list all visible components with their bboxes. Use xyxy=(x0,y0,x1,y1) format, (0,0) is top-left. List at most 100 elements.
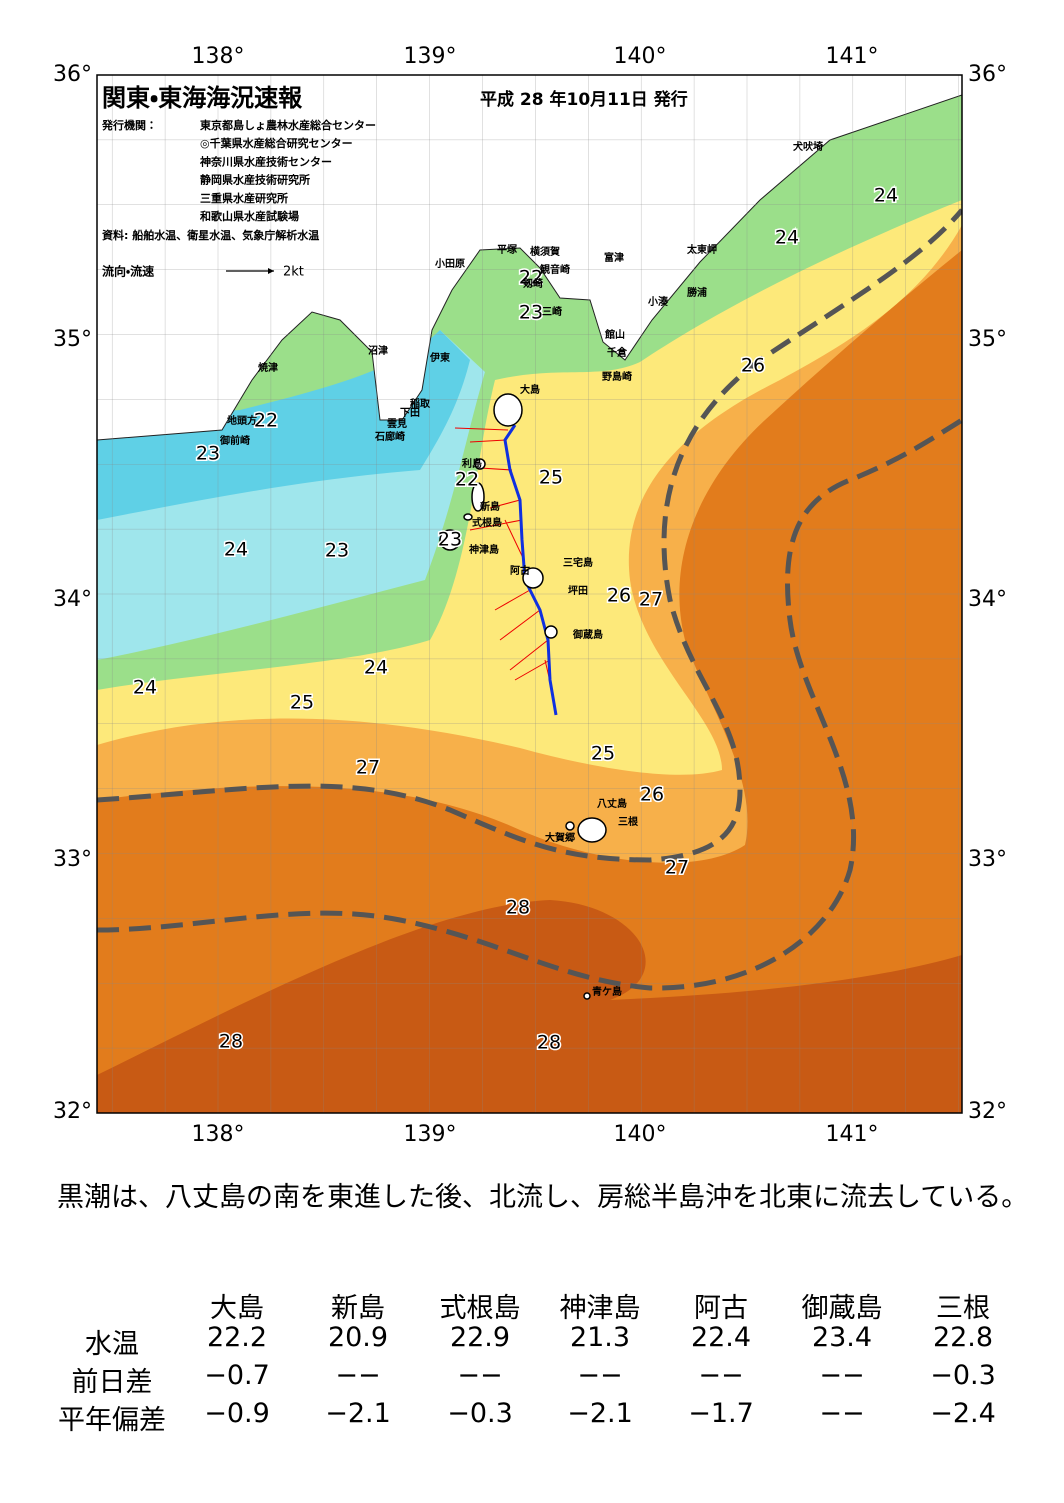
cell: −2.4 xyxy=(930,1398,996,1429)
zone-28 xyxy=(97,900,962,1113)
contour-label: 24 xyxy=(775,227,799,249)
cell: 22.4 xyxy=(690,1322,752,1353)
contour-label: 22 xyxy=(455,469,479,491)
issuer: ◎千葉県水産総合研究センター xyxy=(200,136,353,150)
place-name: 神津島 xyxy=(468,543,499,556)
sources: 資料: 船舶水温、衛星水温、気象庁解析水温 xyxy=(102,228,319,242)
cell: −2.1 xyxy=(567,1398,633,1429)
contour-label: 25 xyxy=(591,743,615,765)
contour-label: 24 xyxy=(224,539,248,561)
place-name: 雲見 xyxy=(387,418,407,430)
lon-label: 139° xyxy=(404,44,457,69)
place-name: 阿古 xyxy=(510,564,530,577)
lon-label: 141° xyxy=(826,44,879,69)
lat-label: 34° xyxy=(968,587,1007,612)
islands xyxy=(439,393,607,1000)
cell: −− xyxy=(819,1398,865,1429)
column-header: 新島 xyxy=(331,1293,385,1324)
place-name: 小湊 xyxy=(647,295,669,308)
contour-label: 23 xyxy=(196,443,220,465)
lat-label: 35° xyxy=(53,327,92,352)
lat-label: 33° xyxy=(53,847,92,872)
place-name: 千倉 xyxy=(607,346,628,359)
row-label: 前日差 xyxy=(71,1367,153,1398)
issue-date: 平成 28 年10月11日 発行 xyxy=(480,89,688,110)
lat-label: 34° xyxy=(53,587,92,612)
issuer: 神奈川県水産技術センター xyxy=(199,154,332,168)
place-name: 石廊崎 xyxy=(374,430,405,443)
place-name: 大島 xyxy=(520,383,540,396)
place-name: 太東岬 xyxy=(686,243,717,256)
lat-label: 36° xyxy=(53,62,92,87)
current-vectors xyxy=(454,427,553,691)
place-name: 沼津 xyxy=(368,344,388,357)
lon-label: 139° xyxy=(404,1122,457,1147)
cell: 22.8 xyxy=(932,1322,994,1353)
contour-label: 25 xyxy=(290,692,314,714)
place-name: 館山 xyxy=(604,328,625,341)
contour-label: 26 xyxy=(741,355,765,377)
place-name: 新島 xyxy=(479,500,500,513)
kuroshio-axis xyxy=(97,208,962,863)
place-name: 三崎 xyxy=(542,305,562,318)
place-name: 犬吠埼 xyxy=(793,140,823,153)
cell: −− xyxy=(698,1360,744,1391)
column-header: 御蔵島 xyxy=(801,1293,883,1324)
lon-label: 140° xyxy=(614,1122,667,1147)
cell: −− xyxy=(457,1360,503,1391)
contour-label: 24 xyxy=(133,677,157,699)
lon-label: 140° xyxy=(614,44,667,69)
place-name: 富津 xyxy=(604,251,624,264)
temperature-zones xyxy=(97,75,962,1113)
map-frame xyxy=(96,74,963,1114)
contour-label: 26 xyxy=(607,585,631,607)
contour-label: 28 xyxy=(219,1031,243,1053)
place-name: 三宅島 xyxy=(563,556,593,569)
comment: 黒潮は、八丈島の南を東進した後、北流し、房総半島沖を北東に流去している。 xyxy=(57,1182,1029,1213)
column-header: 神津島 xyxy=(559,1293,641,1324)
place-name: 青ケ島 xyxy=(592,985,622,998)
lat-label: 32° xyxy=(53,1099,92,1124)
contour-label: 22 xyxy=(254,410,278,432)
contour-label: 27 xyxy=(356,757,380,779)
place-name: 利島 xyxy=(462,457,482,470)
place-name: 野島崎 xyxy=(602,370,632,383)
contour-label: 27 xyxy=(639,589,663,611)
cell: 22.9 xyxy=(449,1322,511,1353)
arrow-head xyxy=(268,268,274,274)
row-label: 水温 xyxy=(85,1329,139,1360)
place-name: 稲取 xyxy=(410,397,431,410)
land xyxy=(97,75,962,441)
place-name: 大賀郷 xyxy=(545,831,575,844)
lat-label: 36° xyxy=(968,62,1007,87)
cell: −− xyxy=(335,1360,381,1391)
place-name: 平塚 xyxy=(497,243,518,256)
cell: −0.3 xyxy=(930,1360,996,1391)
contour-label: 24 xyxy=(364,657,388,679)
cell: 20.9 xyxy=(327,1322,389,1353)
issuer-label: 発行機関： xyxy=(101,118,157,132)
contour-label: 28 xyxy=(506,897,530,919)
ship-track xyxy=(503,424,558,716)
issuer: 三重県水産研究所 xyxy=(200,191,288,205)
place-name: 小田原 xyxy=(434,257,465,270)
contour-label: 24 xyxy=(874,185,898,207)
cell: −0.3 xyxy=(447,1398,513,1429)
issuer: 静岡県水産技術研究所 xyxy=(200,173,310,187)
place-name: 八丈島 xyxy=(597,797,627,810)
cell: −0.9 xyxy=(204,1398,270,1429)
place-name: 下田 xyxy=(400,407,420,419)
contour-label: 26 xyxy=(640,784,664,806)
contour-label: 23 xyxy=(325,540,349,562)
contour-label: 25 xyxy=(539,467,563,489)
place-name: 三根 xyxy=(618,815,639,828)
column-header: 阿古 xyxy=(694,1293,748,1324)
place-name: 御前崎 xyxy=(219,434,250,447)
sea-map: 関東・東海海況速報 平成 28 年10月11日 発行 発行機関： 資料: 船舶水… xyxy=(53,44,1007,1147)
place-name: 勝浦 xyxy=(687,286,707,299)
place-name: 観音崎 xyxy=(540,263,570,276)
contour-label: 28 xyxy=(537,1032,561,1054)
column-header: 式根島 xyxy=(439,1293,521,1324)
issuer: 和歌山県水産試験場 xyxy=(200,209,299,223)
